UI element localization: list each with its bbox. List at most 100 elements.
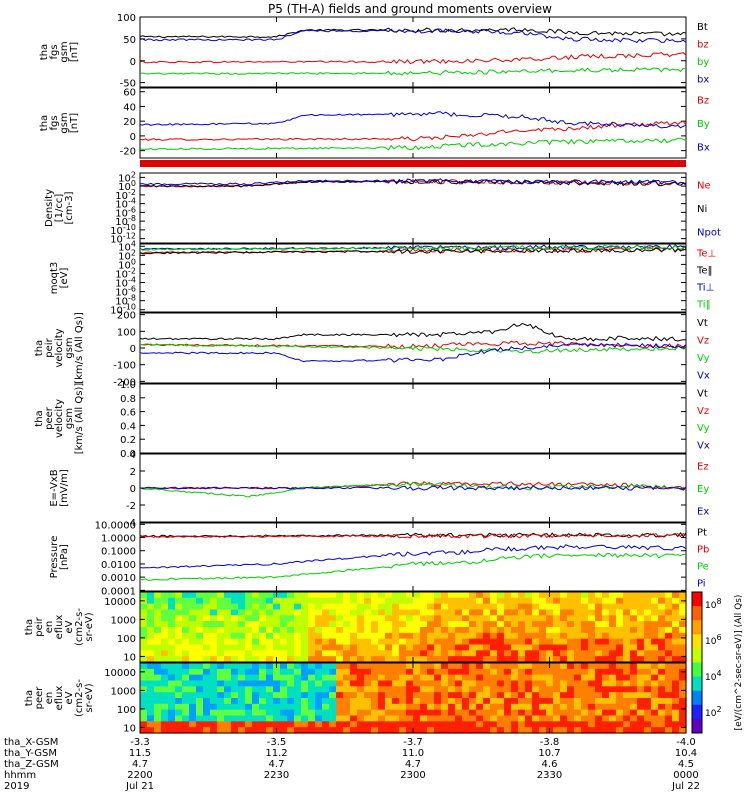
panel-ylabel: eflux — [54, 686, 65, 711]
y-tick-label: -20 — [120, 147, 136, 158]
panel-ylabel: gsm — [59, 112, 70, 133]
y-tick-label: 0.0001 — [101, 586, 136, 597]
x-axis-value: -3.8 — [540, 737, 560, 748]
panel-ylabel: en — [44, 692, 55, 705]
legend-entry: Vx — [697, 370, 710, 381]
legend-entry: Bz — [697, 96, 709, 107]
panel-ylabel: peir — [34, 616, 45, 636]
legend-entry: Bx — [697, 142, 710, 153]
panel-ylabel: tha — [34, 410, 45, 426]
panel-ylabel: gsm — [64, 337, 75, 358]
y-tick-label: 1000 — [111, 686, 136, 697]
panel-ylabel: velocity — [54, 399, 65, 438]
panel-ylabel: (cm2-s- — [74, 679, 85, 717]
y-tick-label: -100 — [113, 361, 136, 372]
x-axis-value: 10.7 — [538, 748, 560, 759]
panel-ylabel: [nPa] — [59, 544, 70, 570]
y-tick-label: 10.0000 — [95, 520, 136, 531]
series-line — [139, 178, 687, 186]
panel-ylabel: [km/s (All Qs)] — [74, 383, 85, 455]
colorbar-swatch — [692, 634, 702, 649]
legend-entry: bz — [697, 39, 709, 50]
legend-entry: Ex — [697, 507, 709, 518]
legend-entry: Npot — [697, 227, 721, 238]
x-axis-row-label: 2019 — [4, 781, 29, 792]
colorbar-swatch — [692, 620, 702, 635]
colorbar-tick-label: 102 — [705, 705, 722, 719]
y-tick-label: 0 — [130, 132, 136, 143]
colorbar-tick-label: 104 — [705, 669, 722, 683]
panel-ylabel: [nT] — [69, 113, 80, 133]
y-tick-label: 0.1000 — [101, 547, 136, 558]
y-tick-label: 40 — [123, 102, 136, 113]
x-axis-value: 2300 — [400, 770, 425, 781]
x-axis-row-label: hhmm — [4, 770, 36, 781]
y-tick-label: 1.0 — [120, 380, 136, 391]
panel-ylabel: tha — [24, 690, 35, 706]
colorbar-tick-label: 108 — [705, 597, 722, 611]
legend-entry: Bt — [697, 22, 708, 33]
panel-ylabel: tha — [39, 44, 50, 60]
series-line — [139, 120, 687, 142]
y-tick-label: 1000 — [111, 615, 136, 626]
series-line — [139, 52, 687, 65]
x-axis-value: 11.2 — [265, 748, 287, 759]
y-tick-label: 1.0000 — [101, 534, 136, 545]
x-axis-value: -3.3 — [130, 737, 150, 748]
panel-frame-1 — [139, 87, 687, 159]
colorbar-swatch — [692, 648, 702, 663]
panel-frame-3 — [139, 243, 687, 313]
x-axis-value: -3.7 — [403, 737, 423, 748]
y-tick-label: 2 — [130, 467, 136, 478]
panel-ylabel: gsm — [59, 41, 70, 62]
y-tick-label: 0.0100 — [101, 560, 136, 571]
y-tick-label: 10000 — [104, 668, 136, 679]
panel-ylabel: Density — [44, 189, 55, 227]
panel-ylabel: [1/cc] — [54, 194, 65, 223]
legend-entry: Pt — [697, 528, 707, 539]
x-axis-value: 11.0 — [402, 748, 424, 759]
panel-ylabel: eflux — [54, 615, 65, 640]
panel-ylabel: tha — [24, 619, 35, 635]
colorbar-swatch — [692, 606, 702, 621]
x-axis-value: 2330 — [537, 770, 562, 781]
legend-entry: Vt — [697, 318, 708, 329]
panel-ylabel: sr-eV) — [84, 683, 95, 712]
legend-entry: Vz — [697, 406, 709, 417]
y-tick-label: 60 — [123, 88, 136, 99]
x-axis-value: Jul 21 — [125, 781, 154, 792]
x-axis-value: 10.4 — [675, 748, 697, 759]
y-tick-label: 0 — [130, 344, 136, 355]
series-line — [139, 111, 687, 129]
y-tick-label: 0.2 — [120, 435, 136, 446]
legend-entry: bx — [697, 74, 709, 85]
spectrogram-1 — [140, 592, 687, 663]
legend-entry: Vz — [697, 335, 709, 346]
legend-entry: Ni — [697, 204, 707, 215]
panel-ylabel: [nT] — [69, 42, 80, 62]
panel-ylabel: peir — [44, 337, 55, 357]
y-tick-label: 0.4 — [120, 421, 136, 432]
legend-entry: Te‖ — [696, 266, 713, 277]
series-line — [139, 532, 687, 539]
legend-entry: Ey — [697, 484, 709, 495]
legend-entry: Ez — [697, 461, 709, 472]
y-tick-label: 100 — [117, 634, 136, 645]
y-tick-label: 10 — [123, 723, 136, 734]
series-line — [139, 28, 687, 43]
y-tick-label: 100 — [117, 705, 136, 716]
y-tick-label: 10 — [123, 652, 136, 663]
panel-ylabel: tha — [39, 115, 50, 131]
y-tick-label: 50 — [123, 35, 136, 46]
x-axis-value: 4.7 — [132, 759, 148, 770]
y-tick-label: -200 — [113, 377, 136, 388]
series-line — [139, 67, 686, 76]
panel-ylabel: [cm-3] — [64, 191, 75, 224]
legend-entry: Pi — [697, 579, 706, 590]
series-line — [139, 552, 687, 581]
y-tick-label: 0.0010 — [101, 573, 136, 584]
y-tick-label: 0 — [130, 484, 136, 495]
y-tick-label: -2 — [126, 501, 136, 512]
